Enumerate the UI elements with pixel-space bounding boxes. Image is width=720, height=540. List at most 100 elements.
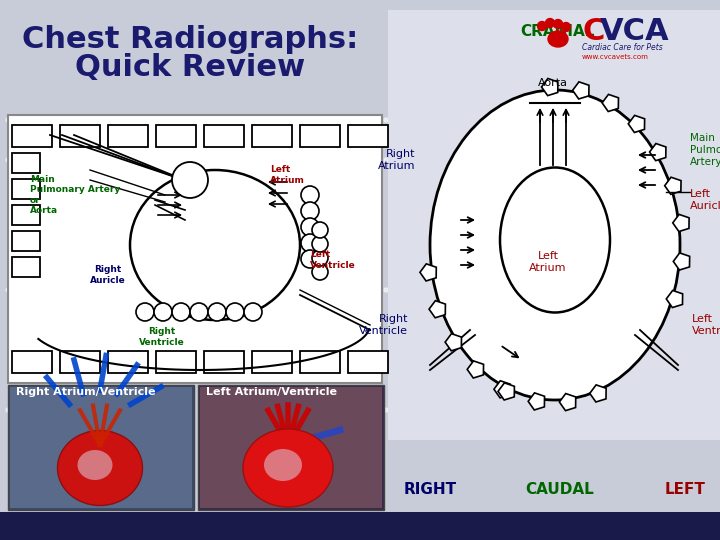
Circle shape	[426, 158, 430, 162]
Circle shape	[132, 158, 136, 162]
Circle shape	[678, 408, 682, 412]
Circle shape	[258, 158, 262, 162]
Text: RIGHT: RIGHT	[403, 483, 456, 497]
Circle shape	[104, 408, 108, 412]
Circle shape	[356, 288, 360, 292]
Circle shape	[664, 158, 668, 162]
Circle shape	[188, 288, 192, 292]
Bar	[8, 115, 382, 383]
Circle shape	[524, 118, 528, 122]
Circle shape	[412, 118, 416, 122]
Circle shape	[286, 118, 290, 122]
Circle shape	[328, 408, 332, 412]
Circle shape	[244, 408, 248, 412]
Circle shape	[160, 408, 164, 412]
Circle shape	[562, 23, 570, 31]
Circle shape	[622, 288, 626, 292]
Circle shape	[636, 118, 640, 122]
Text: Right Atrium/Ventricle: Right Atrium/Ventricle	[16, 387, 156, 397]
Circle shape	[312, 250, 328, 266]
Circle shape	[356, 118, 360, 122]
Bar	[204, 351, 244, 373]
Circle shape	[272, 118, 276, 122]
Circle shape	[190, 303, 208, 321]
Circle shape	[6, 288, 10, 292]
Circle shape	[258, 408, 262, 412]
Circle shape	[34, 408, 38, 412]
Circle shape	[174, 118, 178, 122]
Circle shape	[496, 158, 500, 162]
Circle shape	[580, 288, 584, 292]
Circle shape	[286, 408, 290, 412]
Circle shape	[76, 408, 80, 412]
Circle shape	[226, 303, 244, 321]
Circle shape	[538, 22, 546, 30]
Circle shape	[678, 158, 682, 162]
Circle shape	[664, 288, 668, 292]
Circle shape	[622, 158, 626, 162]
Circle shape	[104, 118, 108, 122]
Bar	[200, 387, 382, 508]
Circle shape	[230, 288, 234, 292]
Circle shape	[6, 118, 10, 122]
Text: www.cvcavets.com: www.cvcavets.com	[582, 54, 649, 60]
Text: C: C	[582, 17, 604, 45]
Circle shape	[552, 408, 556, 412]
Circle shape	[146, 408, 150, 412]
Circle shape	[6, 158, 10, 162]
Circle shape	[440, 408, 444, 412]
Text: Right
Auricle: Right Auricle	[90, 265, 126, 285]
Text: CRANIAL: CRANIAL	[520, 24, 594, 39]
Circle shape	[398, 408, 402, 412]
Text: Left
Atrium: Left Atrium	[270, 165, 305, 185]
Circle shape	[468, 288, 472, 292]
Circle shape	[552, 288, 556, 292]
Circle shape	[440, 118, 444, 122]
Circle shape	[482, 288, 486, 292]
Circle shape	[554, 19, 562, 29]
Bar	[108, 125, 148, 147]
Circle shape	[90, 118, 94, 122]
Circle shape	[34, 118, 38, 122]
Circle shape	[538, 288, 542, 292]
Bar	[300, 351, 340, 373]
Bar	[348, 351, 388, 373]
Bar	[348, 125, 388, 147]
Circle shape	[468, 158, 472, 162]
Text: Right
Ventricle: Right Ventricle	[359, 314, 408, 336]
Circle shape	[664, 408, 668, 412]
Circle shape	[678, 288, 682, 292]
Circle shape	[510, 158, 514, 162]
Circle shape	[692, 158, 696, 162]
Circle shape	[272, 288, 276, 292]
Bar	[60, 125, 100, 147]
Circle shape	[566, 158, 570, 162]
Circle shape	[202, 118, 206, 122]
Circle shape	[594, 158, 598, 162]
Circle shape	[440, 288, 444, 292]
Circle shape	[216, 118, 220, 122]
Circle shape	[552, 158, 556, 162]
Circle shape	[546, 18, 554, 28]
Circle shape	[650, 158, 654, 162]
Circle shape	[301, 250, 319, 268]
Circle shape	[20, 158, 24, 162]
Bar	[60, 351, 100, 373]
Circle shape	[538, 118, 542, 122]
Circle shape	[314, 118, 318, 122]
Circle shape	[608, 158, 612, 162]
Circle shape	[6, 408, 10, 412]
Circle shape	[594, 408, 598, 412]
Circle shape	[174, 408, 178, 412]
Circle shape	[312, 264, 328, 280]
Circle shape	[426, 288, 430, 292]
Text: CAUDAL: CAUDAL	[526, 483, 595, 497]
Circle shape	[636, 158, 640, 162]
Circle shape	[174, 158, 178, 162]
Circle shape	[412, 288, 416, 292]
Circle shape	[384, 118, 388, 122]
Circle shape	[454, 158, 458, 162]
Circle shape	[342, 408, 346, 412]
Circle shape	[482, 158, 486, 162]
Circle shape	[90, 158, 94, 162]
